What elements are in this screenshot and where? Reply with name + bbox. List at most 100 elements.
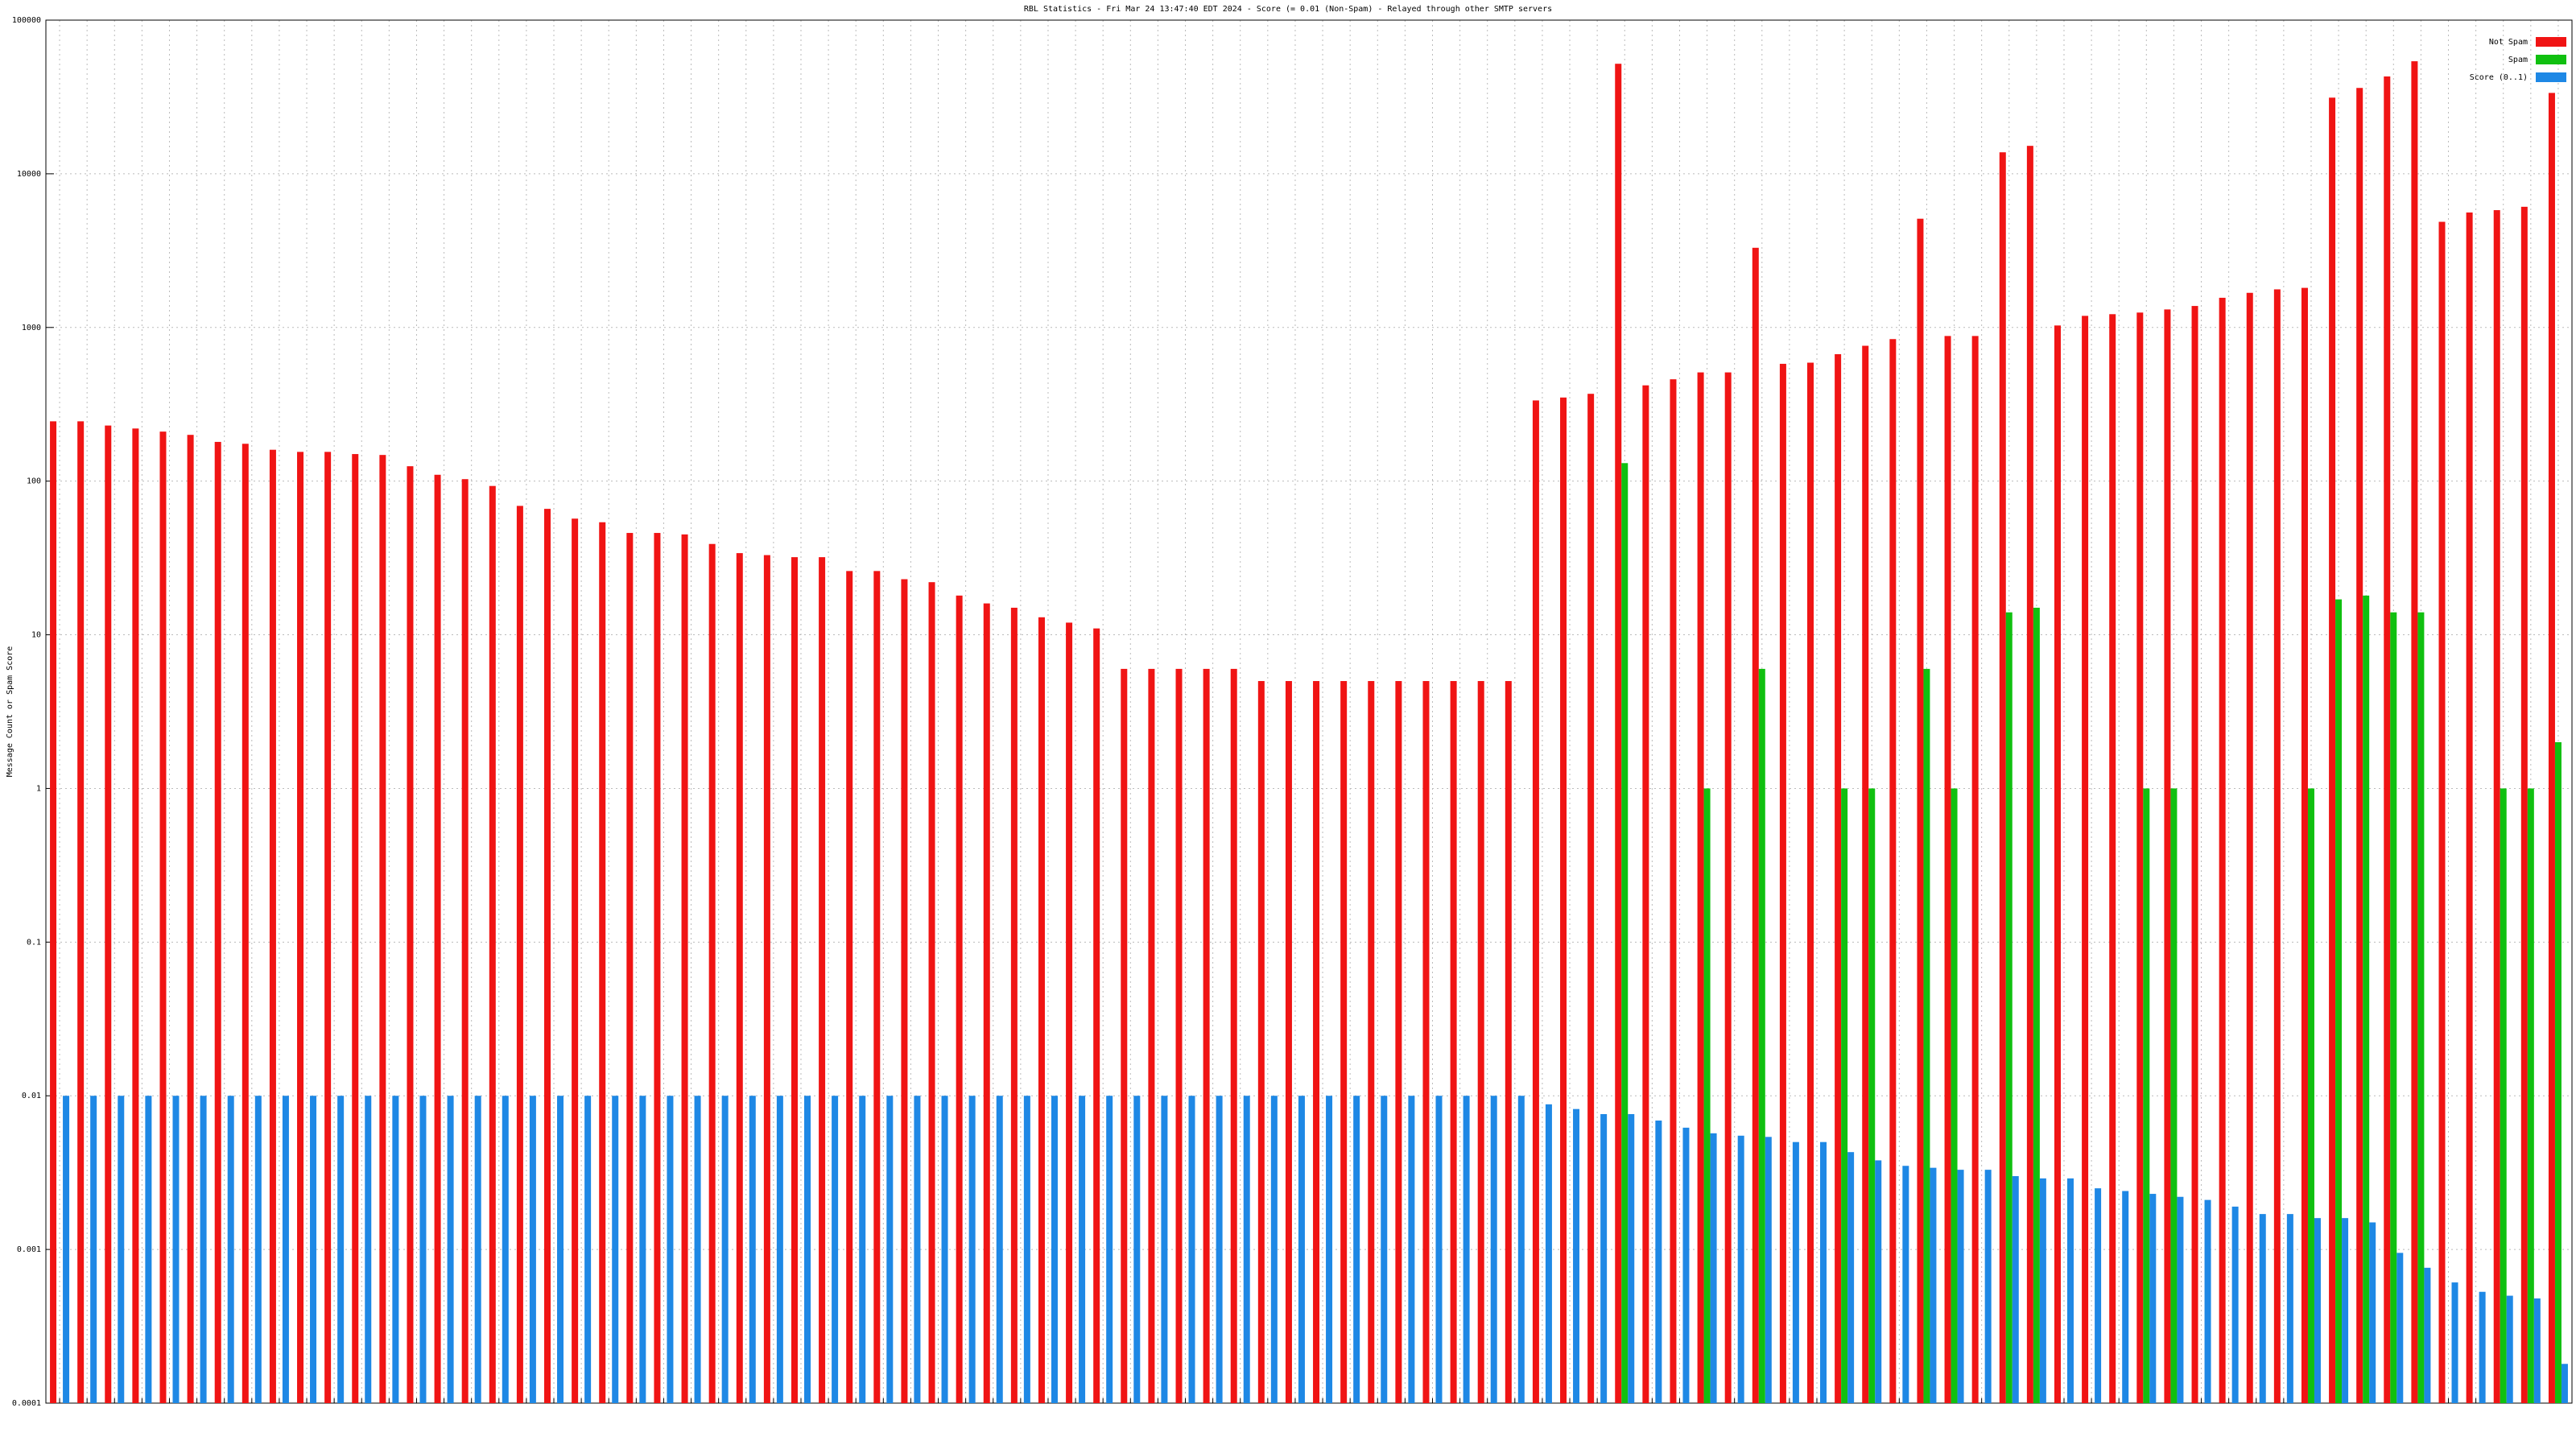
bar (310, 1096, 317, 1403)
bar (2396, 1253, 2404, 1403)
bar (2451, 1282, 2458, 1403)
bar (1505, 681, 1512, 1403)
bar (941, 1096, 948, 1403)
bar (187, 435, 194, 1403)
bar (1779, 363, 1786, 1403)
bar (763, 555, 770, 1403)
bar (1847, 1152, 1855, 1403)
bar (1984, 1170, 1992, 1403)
bar (1023, 1096, 1030, 1403)
bar (2136, 312, 2144, 1403)
bar (1285, 681, 1292, 1403)
bar (1435, 1096, 1443, 1403)
legend-swatch (2536, 72, 2566, 82)
bar (667, 1096, 674, 1403)
bar (1951, 788, 1958, 1403)
bar (681, 534, 688, 1404)
bar (2246, 292, 2253, 1403)
bar (2164, 309, 2171, 1404)
bar (1422, 681, 1430, 1403)
bar (1642, 385, 1649, 1403)
bar (1765, 1137, 1772, 1403)
bar (324, 452, 332, 1403)
bar (873, 571, 881, 1403)
bar (2301, 287, 2308, 1403)
bar (434, 474, 441, 1403)
bar (557, 1096, 564, 1403)
bar (489, 485, 496, 1404)
bar (721, 1096, 729, 1403)
bar (297, 452, 304, 1403)
y-axis-label: Message Count or Spam Score (6, 646, 14, 778)
bar (736, 553, 743, 1404)
bar (118, 1096, 125, 1403)
bar (1902, 1166, 1909, 1403)
bar (2095, 1188, 2102, 1403)
bar (447, 1096, 454, 1403)
bar (612, 1096, 619, 1403)
bar (599, 522, 606, 1403)
bar (63, 1096, 70, 1403)
y-tick-label: 0.1 (27, 938, 41, 947)
bar (1093, 628, 1100, 1403)
bar (2122, 1191, 2129, 1403)
bar (1066, 622, 1073, 1403)
bar (2520, 206, 2528, 1403)
bar (1532, 400, 1539, 1404)
bar (2033, 607, 2040, 1403)
bar (1395, 681, 1402, 1403)
bar (1133, 1096, 1141, 1403)
bar (2191, 306, 2198, 1403)
bar (1353, 1096, 1360, 1403)
bar (749, 1096, 756, 1403)
bar (968, 1096, 976, 1403)
bar (572, 518, 579, 1403)
bar (1587, 394, 1595, 1404)
legend-label: Not Spam (2489, 38, 2528, 47)
y-tick-label: 10000 (17, 170, 41, 179)
bar (407, 466, 414, 1403)
bar (2384, 76, 2391, 1403)
bar (1703, 788, 1711, 1403)
bar (1655, 1120, 1662, 1403)
bar (365, 1096, 372, 1403)
bar (474, 1096, 481, 1403)
bar (1944, 336, 1951, 1403)
bar (2307, 788, 2314, 1403)
bar (77, 421, 85, 1404)
bar (2012, 1176, 2019, 1403)
bar (2500, 788, 2507, 1403)
bar (1971, 336, 1979, 1403)
bar (1560, 397, 1567, 1404)
bar (1175, 668, 1183, 1403)
bar (172, 1096, 180, 1403)
bar (1463, 1096, 1470, 1403)
bar (200, 1096, 207, 1403)
bar (2438, 221, 2446, 1403)
bar (2066, 1178, 2074, 1403)
bar (1188, 1096, 1195, 1403)
bar (2082, 316, 2089, 1403)
bar (1257, 681, 1265, 1403)
bar (1270, 1096, 1278, 1403)
bar (2424, 1267, 2431, 1403)
bar (145, 1096, 152, 1403)
bar (2286, 1214, 2293, 1403)
bar (694, 1096, 701, 1403)
bar (983, 603, 990, 1403)
bar (544, 509, 551, 1403)
bar (1368, 681, 1375, 1403)
bar (392, 1096, 399, 1403)
bar (516, 506, 523, 1403)
bar (956, 595, 963, 1403)
bar (1957, 1170, 1964, 1403)
bar (1875, 1160, 1882, 1403)
bar (2561, 1364, 2568, 1403)
bar (1148, 668, 1155, 1403)
bar (419, 1096, 427, 1403)
bar (2005, 612, 2013, 1403)
bar (2548, 93, 2555, 1403)
bar (846, 571, 853, 1403)
bar (242, 444, 249, 1403)
bar (708, 543, 716, 1403)
